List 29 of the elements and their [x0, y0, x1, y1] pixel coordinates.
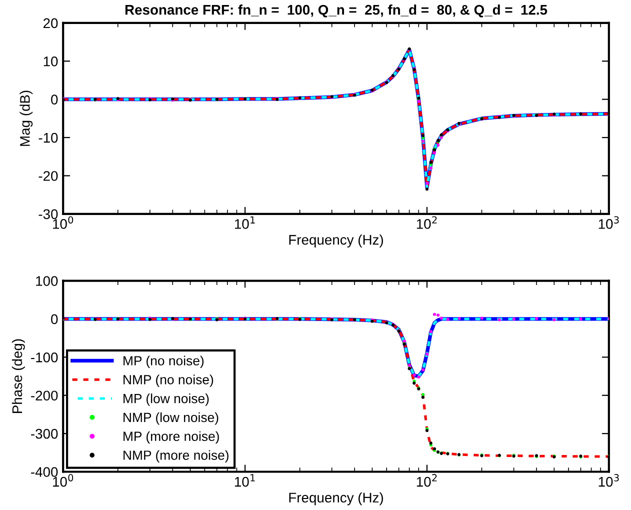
- y-tick-label: 0: [51, 314, 58, 324]
- y-tick-label: 0: [51, 94, 58, 105]
- y-axis-title: Mag (dB): [20, 90, 33, 146]
- legend-label: MP (low noise): [124, 394, 209, 406]
- y-tick-label: 10: [44, 56, 58, 66]
- legend-label: MP (no noise): [124, 356, 204, 368]
- y-tick-label: -20: [38, 171, 58, 181]
- legend-label: NMP (more noise): [124, 450, 228, 463]
- x-axis-title: Frequency (Hz): [289, 234, 383, 248]
- y-tick-label: -200: [31, 390, 58, 401]
- x-tick-label: 10$^{3}$: [598, 474, 619, 487]
- legend-label: NMP (low noise): [124, 412, 218, 425]
- y-tick-label: -400: [31, 467, 58, 477]
- x-tick-label: 10$^{1}$: [234, 474, 255, 487]
- y-tick-label: -300: [31, 428, 58, 439]
- y-axis-title: Phase (deg): [12, 339, 25, 413]
- x-tick-label: 10$^{2}$: [416, 216, 437, 229]
- chart-title: Resonance FRF: fn_n = 100, Q_n = 25, fn_d = 80, & Q_d = 12.5: [125, 4, 548, 18]
- y-tick-label: -30: [38, 209, 58, 220]
- legend-label: NMP (no noise): [124, 374, 214, 387]
- x-tick-label: 10$^{1}$: [234, 216, 255, 229]
- y-tick-label: 20: [43, 18, 58, 28]
- legend-label: MP (more noise): [124, 431, 219, 444]
- x-axis-title: Frequency (Hz): [289, 492, 383, 506]
- x-tick-label: 10$^{3}$: [598, 216, 619, 229]
- y-tick-label: 100: [36, 276, 58, 286]
- x-tick-label: 10$^{2}$: [416, 474, 437, 487]
- y-tick-label: -10: [38, 132, 58, 143]
- y-tick-label: -100: [31, 352, 58, 362]
